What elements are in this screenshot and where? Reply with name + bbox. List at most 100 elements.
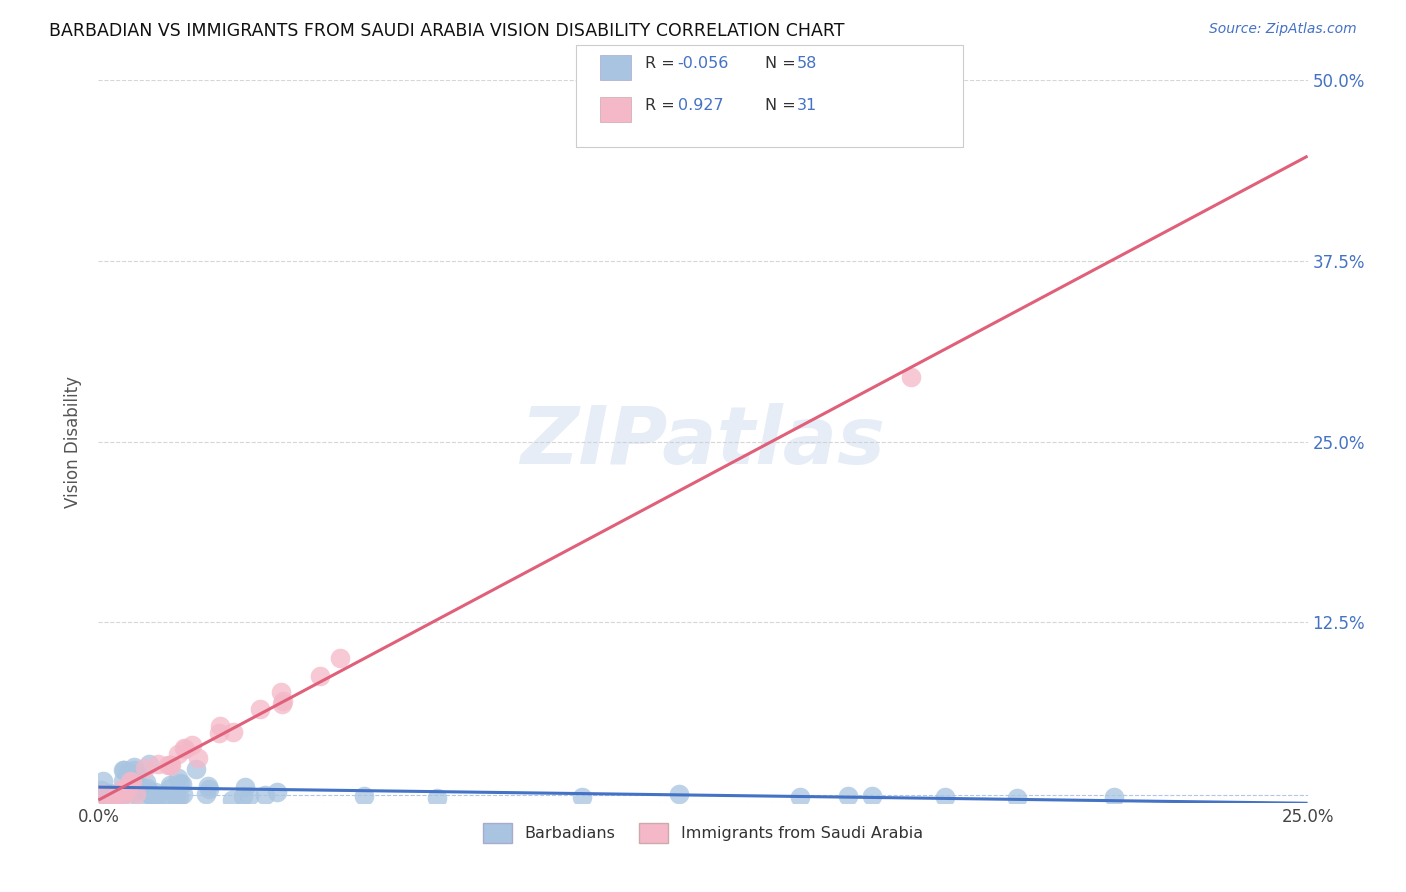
Point: [222, 725, 245, 739]
Point: [112, 789, 135, 803]
Point: [169, 776, 191, 790]
Point: [108, 787, 131, 801]
Point: [221, 793, 243, 807]
Point: [186, 750, 208, 764]
Point: [135, 786, 157, 800]
Point: [111, 782, 134, 797]
Point: [122, 764, 145, 778]
Point: [97, 794, 120, 808]
Point: [253, 789, 276, 803]
Point: [112, 763, 135, 777]
Point: [934, 790, 956, 805]
Point: [571, 790, 593, 805]
Text: R =: R =: [645, 98, 685, 112]
Point: [167, 789, 190, 804]
Point: [111, 773, 134, 788]
Point: [114, 783, 136, 797]
Point: [118, 774, 141, 789]
Point: [124, 760, 146, 774]
Point: [184, 762, 207, 776]
Point: [173, 741, 195, 756]
Point: [860, 789, 883, 803]
Point: [249, 702, 271, 716]
Point: [134, 761, 156, 775]
Point: [232, 789, 254, 803]
Legend: Barbadians, Immigrants from Saudi Arabia: Barbadians, Immigrants from Saudi Arabia: [477, 817, 929, 849]
Text: ZIPatlas: ZIPatlas: [520, 402, 886, 481]
Point: [159, 780, 181, 795]
Point: [233, 780, 256, 795]
Point: [143, 785, 166, 799]
Point: [138, 784, 160, 798]
Text: -0.056: -0.056: [678, 56, 730, 70]
Point: [152, 790, 174, 805]
Point: [167, 747, 190, 762]
Point: [91, 774, 114, 789]
Text: 0.927: 0.927: [678, 98, 723, 112]
Point: [124, 787, 146, 801]
Text: Source: ZipAtlas.com: Source: ZipAtlas.com: [1209, 22, 1357, 37]
Point: [165, 789, 187, 804]
Point: [789, 790, 811, 805]
Point: [266, 785, 288, 799]
Point: [160, 758, 183, 772]
Point: [353, 789, 375, 803]
Point: [157, 794, 180, 808]
Point: [329, 651, 352, 665]
Text: 58: 58: [797, 56, 817, 70]
Text: N =: N =: [765, 98, 801, 112]
Point: [111, 783, 134, 797]
Point: [167, 772, 190, 786]
Point: [121, 780, 143, 794]
Point: [108, 792, 131, 806]
Point: [208, 725, 231, 739]
Point: [173, 741, 195, 756]
Point: [197, 780, 219, 794]
Point: [270, 685, 292, 699]
Point: [117, 765, 139, 780]
Point: [100, 786, 122, 800]
Point: [98, 796, 121, 810]
Point: [170, 777, 193, 791]
Point: [135, 774, 157, 789]
Point: [198, 781, 221, 796]
Point: [143, 795, 166, 809]
Point: [900, 369, 922, 384]
Text: BARBADIAN VS IMMIGRANTS FROM SAUDI ARABIA VISION DISABILITY CORRELATION CHART: BARBADIAN VS IMMIGRANTS FROM SAUDI ARABI…: [49, 22, 845, 40]
Point: [146, 756, 169, 771]
Point: [1102, 790, 1125, 805]
Point: [271, 694, 294, 708]
Point: [125, 767, 148, 781]
Text: 31: 31: [797, 98, 817, 112]
Point: [121, 786, 143, 800]
Text: N =: N =: [765, 56, 801, 70]
Point: [135, 780, 157, 795]
Point: [121, 775, 143, 789]
Point: [134, 782, 156, 797]
Point: [156, 758, 179, 772]
Point: [1007, 791, 1029, 805]
Point: [159, 778, 181, 792]
Point: [426, 791, 449, 805]
Point: [128, 792, 150, 806]
Y-axis label: Vision Disability: Vision Disability: [65, 376, 83, 508]
Point: [104, 790, 127, 805]
Point: [91, 788, 114, 802]
Point: [837, 789, 859, 803]
Point: [309, 669, 332, 683]
Point: [141, 789, 163, 803]
Point: [271, 697, 294, 711]
Point: [90, 782, 112, 797]
Point: [93, 787, 115, 801]
Text: R =: R =: [645, 56, 681, 70]
Point: [125, 774, 148, 789]
Point: [159, 758, 181, 772]
Point: [117, 781, 139, 796]
Point: [145, 790, 167, 805]
Point: [180, 738, 202, 752]
Point: [138, 756, 160, 771]
Point: [112, 763, 135, 777]
Point: [208, 719, 231, 733]
Point: [194, 787, 217, 801]
Point: [668, 787, 690, 801]
